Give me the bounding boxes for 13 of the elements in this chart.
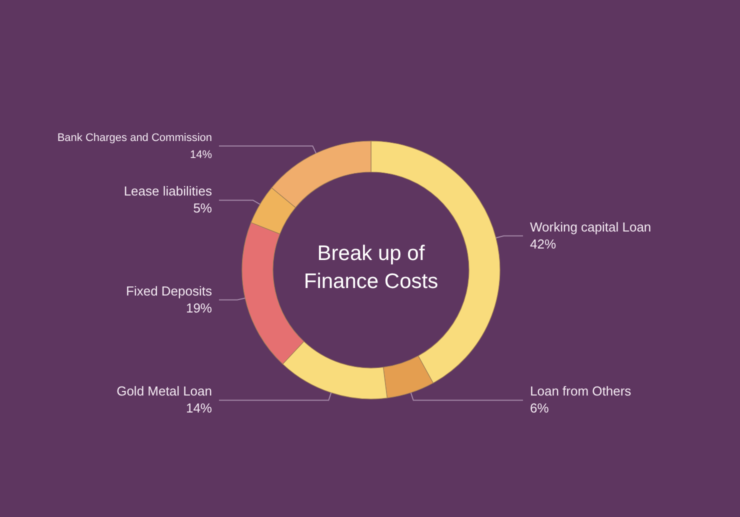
slice-label: Bank Charges and Commission [57,132,212,144]
slice-label: Gold Metal Loan [116,384,212,399]
data-label: 14% [190,148,212,161]
slice-label: Working capital Loan [530,219,652,234]
slice-label: Lease liabilities [124,184,212,199]
data-label: 19% [186,300,212,316]
data-label: 42% [530,236,556,252]
text: Break up of Finance Costs [302,241,440,295]
slice-label: Fixed Deposits [126,283,212,298]
slice-label: Loan from Others [530,384,632,399]
data-label: 6% [530,400,550,416]
data-label: 14% [186,400,212,416]
data-label: 5% [193,200,212,216]
